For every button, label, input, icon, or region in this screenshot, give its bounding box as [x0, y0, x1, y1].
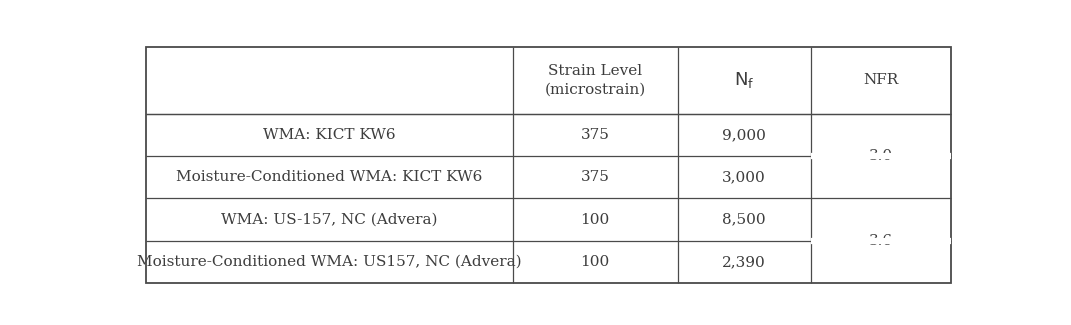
Text: 9,000: 9,000	[722, 128, 766, 142]
Text: 3.0: 3.0	[869, 149, 893, 163]
Text: Moisture-Conditioned WMA: US157, NC (Advera): Moisture-Conditioned WMA: US157, NC (Adv…	[137, 255, 522, 269]
Text: WMA: US-157, NC (Advera): WMA: US-157, NC (Advera)	[222, 213, 438, 227]
Text: NFR: NFR	[863, 73, 899, 87]
Text: 3.6: 3.6	[869, 234, 893, 248]
Text: 2,390: 2,390	[722, 255, 766, 269]
Text: $\mathrm{N}_\mathrm{f}$: $\mathrm{N}_\mathrm{f}$	[734, 70, 754, 90]
Text: 375: 375	[580, 170, 609, 184]
Text: Moisture-Conditioned WMA: KICT KW6: Moisture-Conditioned WMA: KICT KW6	[177, 170, 483, 184]
Text: Strain Level
(microstrain): Strain Level (microstrain)	[544, 64, 646, 97]
Text: 8,500: 8,500	[722, 213, 766, 227]
Text: 100: 100	[580, 213, 609, 227]
Text: 100: 100	[580, 255, 609, 269]
Text: WMA: KICT KW6: WMA: KICT KW6	[263, 128, 396, 142]
Text: 3,000: 3,000	[722, 170, 766, 184]
Text: 375: 375	[580, 128, 609, 142]
